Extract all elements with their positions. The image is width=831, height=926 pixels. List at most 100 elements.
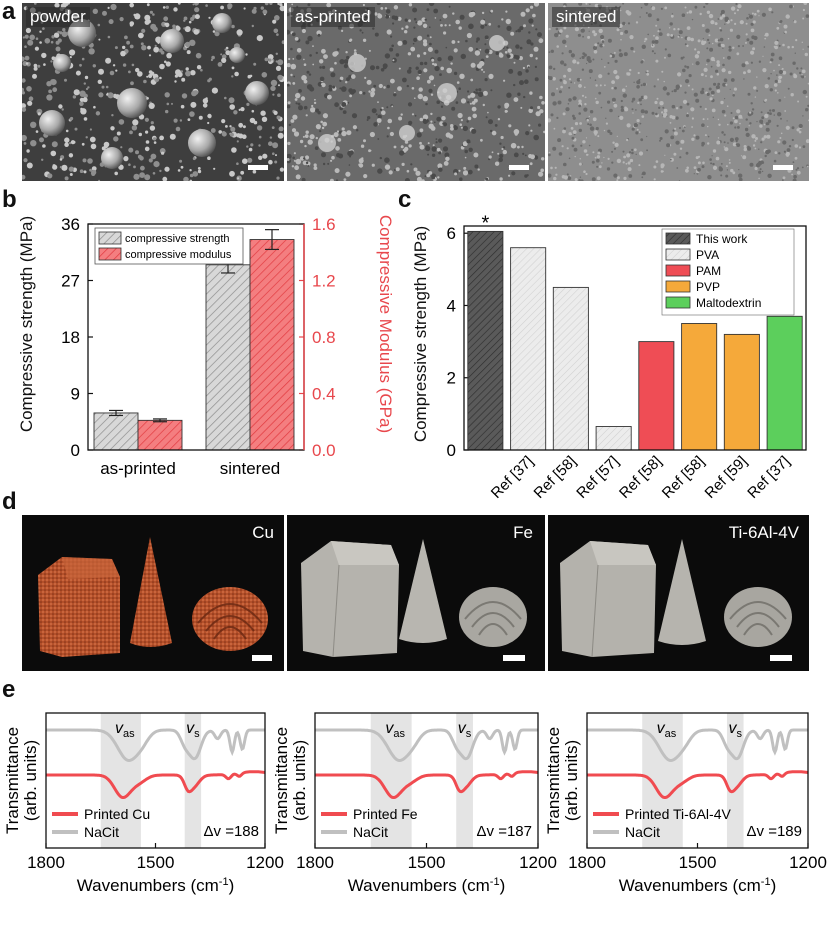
bar-compressive-strength	[205, 264, 251, 451]
sem-as-printed-texture	[287, 3, 545, 181]
cu-hexagonal-prism	[38, 557, 120, 657]
delta-nu-value: Δv =189	[747, 823, 802, 840]
chart-c-category-label: Ref [37]	[744, 453, 793, 501]
legend-label-nacit: NaCit	[353, 824, 388, 840]
x-tick-label: 1500	[679, 853, 717, 872]
photo-cu-parts: Cu	[22, 515, 284, 671]
scale-bar	[770, 655, 792, 661]
chart-c-annotation-star: *	[482, 212, 490, 234]
legend-label-modulus: compressive modulus	[125, 249, 232, 261]
bar-pva	[595, 426, 632, 451]
bar-pam	[638, 341, 675, 451]
chart-c-ytick: 6	[447, 224, 456, 243]
chart-b-ylabel-right: Compressive Modulus (GPa)	[376, 215, 395, 433]
legend-label-nacit: NaCit	[84, 824, 119, 840]
bar-pvp	[681, 323, 718, 451]
legend-label-printed: Printed Ti-6Al-4V	[625, 806, 731, 822]
chart-b-ylabel-left: Compressive strength (MPa)	[17, 216, 36, 432]
curve-nacit	[315, 728, 538, 763]
chart-c-category-label: Ref [58]	[616, 453, 665, 501]
bar-pvp	[723, 333, 760, 451]
delta-nu-value: Δv =187	[477, 823, 532, 840]
sem-label-sintered: sintered	[552, 7, 621, 27]
legend-swatch-modulus	[98, 247, 122, 261]
bar-compressive-modulus	[249, 239, 295, 451]
delta-nu-value: Δv =188	[204, 823, 259, 840]
chart-b-ytick-right: 0.0	[312, 441, 336, 460]
bar-compressive-modulus	[137, 419, 183, 451]
photo-fe-parts: Fe	[287, 515, 545, 671]
cu-parts-illustration	[38, 537, 268, 657]
legend-swatch	[665, 296, 691, 309]
y-axis-label-units: (arb. units)	[562, 740, 581, 821]
fe-shell	[459, 587, 527, 647]
fe-parts-illustration	[301, 539, 527, 658]
sem-sintered-texture	[548, 3, 809, 181]
ti-shell	[724, 587, 792, 647]
chart-b-ytick-right: 1.6	[312, 215, 336, 234]
chart-c-ytick: 4	[447, 296, 456, 315]
photo-label-cu: Cu	[252, 523, 274, 542]
cu-shell	[192, 587, 268, 651]
chart-b-legend: compressive strength compressive modulus	[94, 227, 244, 265]
x-tick-label: 1500	[137, 853, 175, 872]
photo-label-ti: Ti-6Al-4V	[728, 523, 799, 542]
ti-hexagonal-prism	[560, 541, 656, 657]
x-tick-label: 1500	[408, 853, 446, 872]
sem-powder-texture	[22, 3, 284, 181]
fe-cone	[399, 539, 447, 643]
panel-letter-d: d	[2, 488, 17, 515]
bar-this-work	[467, 230, 504, 451]
chart-c-category-label: Ref [58]	[659, 453, 708, 501]
curve-nacit	[46, 728, 265, 763]
legend-swatch	[665, 232, 691, 245]
chart-b-ytick-left: 9	[71, 385, 80, 404]
chart-c-ylabel: Compressive strength (MPa)	[411, 226, 430, 442]
panel-letter-a: a	[2, 0, 16, 25]
scale-bar	[503, 655, 525, 661]
legend-swatch	[665, 280, 691, 293]
chart-c-category-label: Ref [57]	[573, 453, 622, 501]
y-axis-label: Transmittance	[3, 727, 22, 834]
x-tick-label: 1800	[296, 853, 334, 872]
chart-b-ytick-left: 0	[71, 441, 80, 460]
legend-label: PVP	[696, 280, 720, 294]
legend-label-printed: Printed Cu	[84, 806, 150, 822]
band-sym	[726, 713, 744, 848]
legend-label: This work	[696, 232, 748, 246]
ti-parts-illustration	[560, 539, 792, 658]
bar-compressive-strength	[93, 412, 139, 451]
x-axis-label: Wavenumbers (cm-1)	[348, 876, 505, 895]
chart-b-ytick-right: 0.4	[312, 385, 336, 404]
sem-label-as-printed: as-printed	[291, 7, 375, 27]
chart-b-category-label: sintered	[220, 459, 280, 478]
chart-c-category-label: Ref [58]	[531, 453, 580, 501]
legend-label: Maltodextrin	[696, 296, 761, 310]
sem-image-as-printed: as-printed	[287, 3, 545, 181]
scale-bar	[248, 165, 268, 170]
panel-letter-c: c	[398, 186, 412, 213]
x-tick-label: 1800	[568, 853, 606, 872]
y-axis-label: Transmittance	[272, 727, 291, 834]
panel-letter-e: e	[2, 676, 16, 703]
band-sym	[456, 713, 473, 848]
sem-label-powder: powder	[26, 7, 90, 27]
scale-bar	[773, 165, 793, 170]
scale-bar	[509, 165, 529, 170]
chart-c-ytick: 2	[447, 369, 456, 388]
scale-bar	[252, 655, 272, 661]
x-tick-label: 1200	[246, 853, 284, 872]
x-axis-label: Wavenumbers (cm-1)	[77, 876, 234, 895]
chart-b-ytick-right: 0.8	[312, 328, 336, 347]
photo-label-fe: Fe	[513, 523, 533, 542]
legend-label: PAM	[696, 264, 721, 278]
legend-label-strength: compressive strength	[125, 233, 230, 245]
chart-b-ytick-right: 1.2	[312, 272, 336, 291]
band-sym	[184, 713, 202, 848]
legend-label-nacit: NaCit	[625, 824, 660, 840]
legend-swatch-strength	[98, 231, 122, 245]
x-tick-label: 1200	[789, 853, 827, 872]
chart-c-ytick: 0	[447, 441, 456, 460]
panel-letter-b: b	[2, 186, 17, 213]
y-axis-label-units: (arb. units)	[21, 740, 40, 821]
